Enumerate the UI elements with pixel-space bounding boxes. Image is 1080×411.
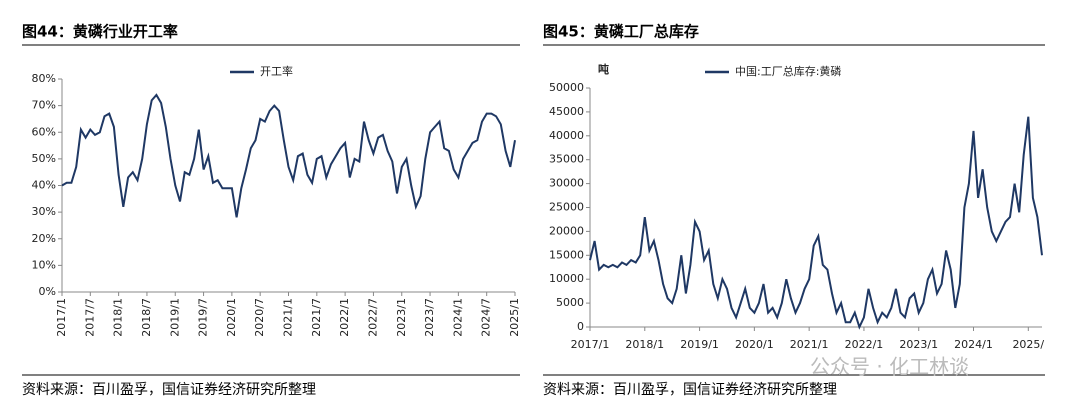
y-tick-label: 15000 (549, 248, 584, 261)
x-tick-label: 2025/ (1012, 338, 1044, 351)
x-tick-label: 2024/1 (954, 338, 993, 351)
x-tick-label: 2023/1 (899, 338, 938, 351)
y-tick-label: 35000 (549, 153, 584, 166)
y-tick-label: 30% (32, 205, 56, 218)
x-tick-label: 2020/1 (735, 338, 774, 351)
x-tick-label: 2022/1 (338, 298, 351, 337)
x-tick-label: 2017/1 (55, 298, 68, 337)
x-tick-label: 2023/1 (395, 298, 408, 337)
x-tick-label: 2018/1 (625, 338, 664, 351)
y-tick-label: 10000 (549, 272, 584, 285)
x-tick-label: 2023/7 (423, 298, 436, 337)
x-tick-label: 2020/7 (253, 298, 266, 337)
x-tick-label: 2018/7 (140, 298, 153, 337)
x-tick-label: 2019/1 (168, 298, 181, 337)
y-tick-label: 0% (39, 285, 56, 298)
y-tick-label: 80% (32, 72, 56, 85)
x-tick-label: 2020/1 (225, 298, 238, 337)
y-tick-label: 10% (32, 258, 56, 271)
source-note: 资料来源：百川盈孚，国信证券经济研究所整理 (22, 382, 316, 398)
x-tick-label: 2021/1 (790, 338, 829, 351)
y-tick-label: 20% (32, 232, 56, 245)
y-tick-label: 5000 (556, 296, 584, 309)
y-tick-label: 40000 (549, 129, 584, 142)
legend-label: 中国:工厂总库存:黄磷 (735, 64, 841, 78)
x-tick-label: 2019/1 (680, 338, 719, 351)
chart-title: 图44：黄磷行业开工率 (22, 23, 178, 41)
y-tick-label: 25000 (549, 201, 584, 214)
legend-label: 开工率 (260, 64, 293, 78)
y-tick-label: 20000 (549, 224, 584, 237)
source-note: 资料来源：百川盈孚，国信证券经济研究所整理 (543, 382, 837, 398)
series-line (589, 116, 1043, 330)
x-tick-label: 2022/1 (845, 338, 884, 351)
y-tick-label: 50000 (549, 81, 584, 94)
x-tick-label: 2025/1 (508, 298, 521, 337)
y-tick-label: 0 (577, 320, 584, 333)
watermark: 公众号 · 化工林谈 (810, 355, 969, 379)
x-tick-label: 2022/7 (366, 298, 379, 337)
y-tick-label: 70% (32, 99, 56, 112)
y-tick-label: 40% (32, 179, 56, 192)
y-tick-label: 45000 (549, 105, 584, 118)
x-tick-label: 2018/1 (112, 298, 125, 337)
x-tick-label: 2021/7 (310, 298, 323, 337)
chart-title: 图45：黄磷工厂总库存 (543, 23, 699, 41)
x-tick-label: 2019/7 (197, 298, 210, 337)
y-axis-label: 吨 (598, 62, 609, 76)
y-tick-label: 60% (32, 125, 56, 138)
x-tick-label: 2017/1 (571, 338, 610, 351)
x-tick-label: 2017/7 (83, 298, 96, 337)
x-tick-label: 2024/1 (451, 298, 464, 337)
x-tick-label: 2021/1 (282, 298, 295, 337)
y-tick-label: 30000 (549, 177, 584, 190)
y-tick-label: 50% (32, 152, 56, 165)
series-line (61, 93, 516, 218)
x-tick-label: 2024/7 (480, 298, 493, 337)
